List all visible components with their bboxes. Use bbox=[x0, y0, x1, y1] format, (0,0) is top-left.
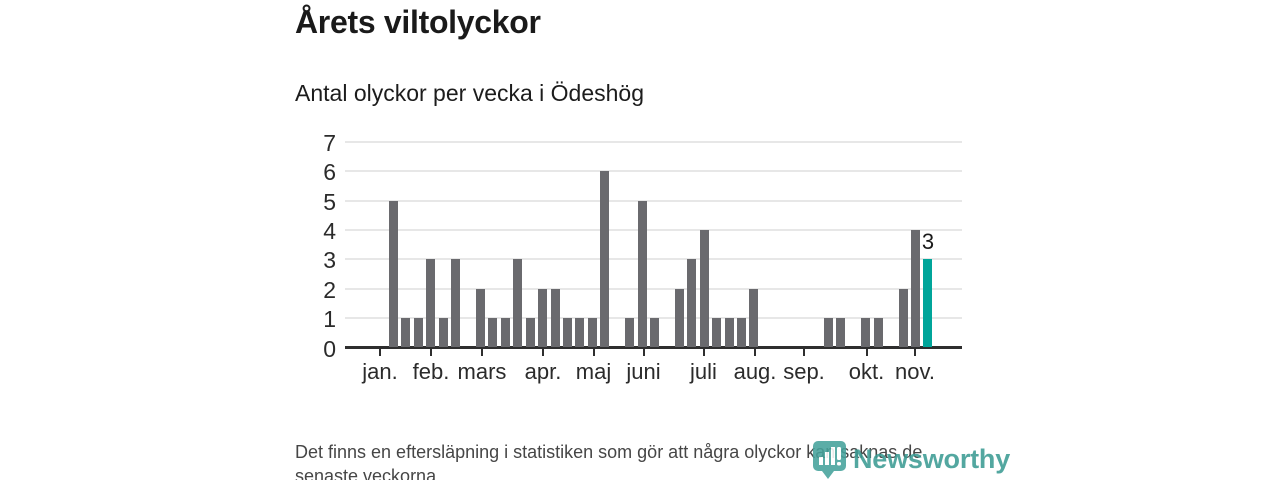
x-axis-tick-jan bbox=[379, 349, 381, 356]
x-axis-tick-maj bbox=[592, 349, 595, 356]
bar-week-43 bbox=[911, 230, 921, 348]
bar-week-24 bbox=[674, 288, 684, 348]
x-axis-tick-nov bbox=[914, 349, 916, 356]
bar-week-17 bbox=[587, 318, 597, 348]
y-axis-label-1: 1 bbox=[323, 306, 336, 333]
bar-week-6 bbox=[451, 259, 461, 348]
bar-week-5 bbox=[438, 318, 448, 348]
gridline-6 bbox=[345, 170, 962, 173]
y-axis-label-3: 3 bbox=[323, 247, 336, 274]
x-axis-tick-feb bbox=[430, 349, 432, 356]
gridline-5 bbox=[345, 199, 962, 202]
bar-week-26 bbox=[699, 230, 709, 348]
y-axis-label-7: 7 bbox=[323, 130, 336, 156]
bar-week-9 bbox=[488, 318, 498, 348]
bar-week-16 bbox=[575, 318, 585, 348]
x-axis-label-mars: mars bbox=[457, 359, 507, 384]
bar-week-2 bbox=[401, 318, 411, 348]
bar-week-36 bbox=[824, 318, 834, 348]
bar-week-15 bbox=[563, 318, 573, 348]
x-axis-tick-apr bbox=[542, 349, 544, 356]
chart-subtitle: Antal olyckor per vecka i Ödeshög bbox=[295, 80, 645, 106]
bar-week-27 bbox=[712, 318, 722, 348]
bar-week-22 bbox=[650, 318, 660, 348]
x-axis-label-juni: juni bbox=[626, 359, 661, 384]
bar-week-8 bbox=[476, 288, 485, 348]
x-axis-tick-okt bbox=[865, 349, 868, 356]
x-axis-label-maj: maj bbox=[575, 359, 612, 384]
bar-week-12 bbox=[525, 318, 535, 348]
bar-week-4 bbox=[426, 259, 436, 348]
bar-week-44-highlighted bbox=[923, 259, 933, 348]
bar-week-25 bbox=[687, 259, 697, 348]
bar-week-14 bbox=[550, 288, 560, 348]
x-axis-tick-juli bbox=[702, 349, 705, 356]
bar-week-13 bbox=[538, 288, 548, 348]
x-axis-tick-mars bbox=[481, 349, 483, 356]
x-axis-label-jan: jan. bbox=[362, 359, 398, 384]
y-axis-label-4: 4 bbox=[323, 218, 336, 245]
gridline-2 bbox=[345, 287, 962, 290]
gridline-4 bbox=[345, 229, 962, 232]
pin-bar-chart-icon bbox=[813, 441, 846, 479]
y-axis-label-5: 5 bbox=[323, 188, 336, 215]
y-axis-label-2: 2 bbox=[323, 276, 336, 303]
x-axis-label-apr: apr. bbox=[524, 359, 562, 384]
highlighted-bar-value-label: 3 bbox=[921, 229, 935, 255]
gridline-7 bbox=[345, 141, 962, 143]
x-axis-tick-sep bbox=[803, 349, 805, 356]
x-axis-label-sep: sep. bbox=[783, 359, 825, 384]
bar-week-11 bbox=[513, 259, 523, 348]
bar-week-42 bbox=[898, 288, 908, 348]
footnote: Det finns en eftersläpning i statistiken… bbox=[295, 442, 923, 480]
gridline-3 bbox=[345, 258, 962, 261]
x-axis-label-nov: nov. bbox=[895, 359, 935, 384]
bar-week-10 bbox=[500, 318, 510, 348]
page-title: Årets viltolyckor bbox=[295, 4, 541, 40]
x-axis-label-okt: okt. bbox=[848, 359, 885, 384]
bar-week-3 bbox=[413, 318, 423, 348]
bar-week-40 bbox=[873, 318, 883, 348]
y-axis-label-0: 0 bbox=[323, 335, 336, 362]
bar-week-39 bbox=[861, 318, 871, 348]
x-axis-tick-aug bbox=[754, 349, 756, 356]
x-axis-line bbox=[345, 346, 962, 349]
bar-week-21 bbox=[637, 200, 647, 348]
bar-week-29 bbox=[737, 318, 747, 348]
x-axis-label-aug: aug. bbox=[733, 359, 777, 384]
bar-week-20 bbox=[625, 318, 635, 348]
newsworthy-logo: Newsworthy bbox=[812, 440, 1010, 479]
bar-week-30 bbox=[749, 288, 759, 348]
bar-week-37 bbox=[836, 318, 846, 348]
newsworthy-wordmark: Newsworthy bbox=[853, 444, 1011, 474]
bar-week-1 bbox=[389, 200, 398, 348]
x-axis-label-feb: feb. bbox=[412, 359, 450, 384]
y-axis-label-6: 6 bbox=[323, 159, 336, 186]
x-axis-label-juli: juli bbox=[690, 359, 717, 384]
bar-week-18 bbox=[600, 171, 610, 348]
bar-week-28 bbox=[724, 318, 734, 348]
x-axis-tick-juni bbox=[642, 349, 645, 356]
